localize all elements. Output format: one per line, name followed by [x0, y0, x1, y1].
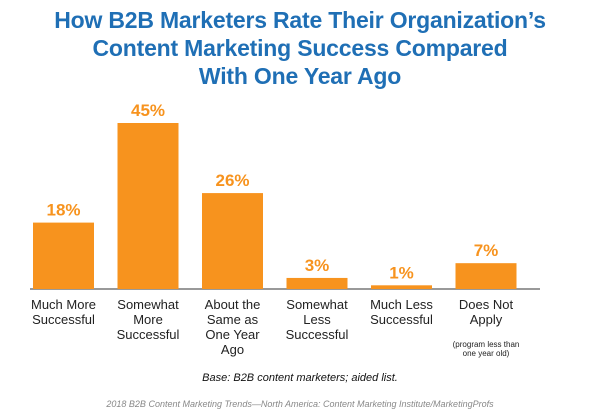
chart-title-line-1: How B2B Marketers Rate Their Organizatio…	[54, 7, 546, 33]
value-label-1: 18%	[46, 201, 80, 220]
chart-title-line-2: Content Marketing Success Compared	[92, 35, 508, 61]
value-label-4: 3%	[305, 256, 330, 275]
value-label-6: 7%	[474, 241, 499, 260]
value-label-3: 26%	[215, 171, 249, 190]
value-label-5: 1%	[389, 263, 414, 282]
value-label-2: 45%	[131, 101, 165, 120]
category-label-5: Much Less Successful	[370, 297, 433, 327]
bar-1	[33, 222, 94, 289]
chart-title: How B2B Marketers Rate Their Organizatio…	[0, 6, 600, 90]
chart-title-line-3: With One Year Ago	[198, 63, 402, 89]
category-label-2: Somewhat More Successful	[117, 297, 180, 342]
bar-4	[286, 277, 348, 289]
category-label-1: Much More Successful	[31, 297, 96, 327]
source-credit: 2018 B2B Content Marketing Trends—North …	[106, 399, 494, 409]
category-label-4: Somewhat Less Successful	[286, 297, 349, 342]
category-note-6: (program less than one year old)	[453, 340, 520, 358]
bar-2	[117, 123, 179, 289]
bar-6	[455, 263, 517, 289]
base-note: Base: B2B content marketers; aided list.	[202, 372, 398, 384]
category-label-3: About the Same as One Year Ago	[205, 297, 261, 357]
category-label-6: Does Not Apply	[459, 297, 514, 327]
bar-3	[202, 193, 263, 289]
bar-5	[371, 285, 432, 289]
